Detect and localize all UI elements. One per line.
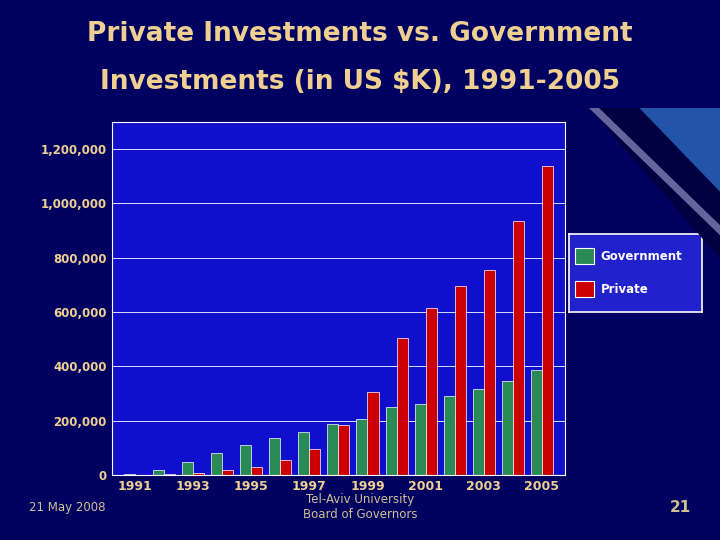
Bar (310, 449, 320, 475)
Text: Government: Government (600, 249, 683, 262)
Bar (222, 470, 233, 475)
Text: Investments (in US $K), 1991-2005: Investments (in US $K), 1991-2005 (100, 69, 620, 95)
Text: Tel-Aviv University
Board of Governors: Tel-Aviv University Board of Governors (302, 494, 418, 521)
Bar (182, 462, 193, 475)
Bar (484, 270, 495, 475)
Text: Private Investments vs. Government: Private Investments vs. Government (87, 21, 633, 46)
Bar (269, 438, 280, 475)
Bar (211, 454, 222, 475)
Bar (164, 474, 175, 475)
Bar (356, 420, 367, 475)
Bar (444, 396, 455, 475)
Bar (124, 474, 135, 475)
Bar (531, 370, 542, 475)
Bar (426, 308, 437, 475)
Polygon shape (639, 108, 720, 192)
Bar (240, 446, 251, 475)
Bar (193, 473, 204, 475)
Bar (575, 248, 594, 264)
Bar (385, 407, 397, 475)
Bar (502, 381, 513, 475)
Bar (397, 338, 408, 475)
Bar (455, 286, 466, 475)
Text: Private: Private (600, 282, 649, 295)
Bar (251, 467, 262, 475)
Bar (575, 281, 594, 297)
Polygon shape (589, 108, 720, 235)
Text: 21 May 2008: 21 May 2008 (29, 501, 105, 514)
Text: 21: 21 (670, 500, 691, 515)
Polygon shape (589, 108, 720, 259)
Bar (473, 389, 484, 475)
Bar (415, 404, 426, 475)
Bar (153, 470, 164, 475)
Bar (338, 425, 349, 475)
Bar (328, 423, 338, 475)
Bar (513, 221, 524, 475)
Bar (367, 392, 379, 475)
Bar (298, 431, 310, 475)
Bar (280, 460, 292, 475)
Bar (542, 166, 553, 475)
